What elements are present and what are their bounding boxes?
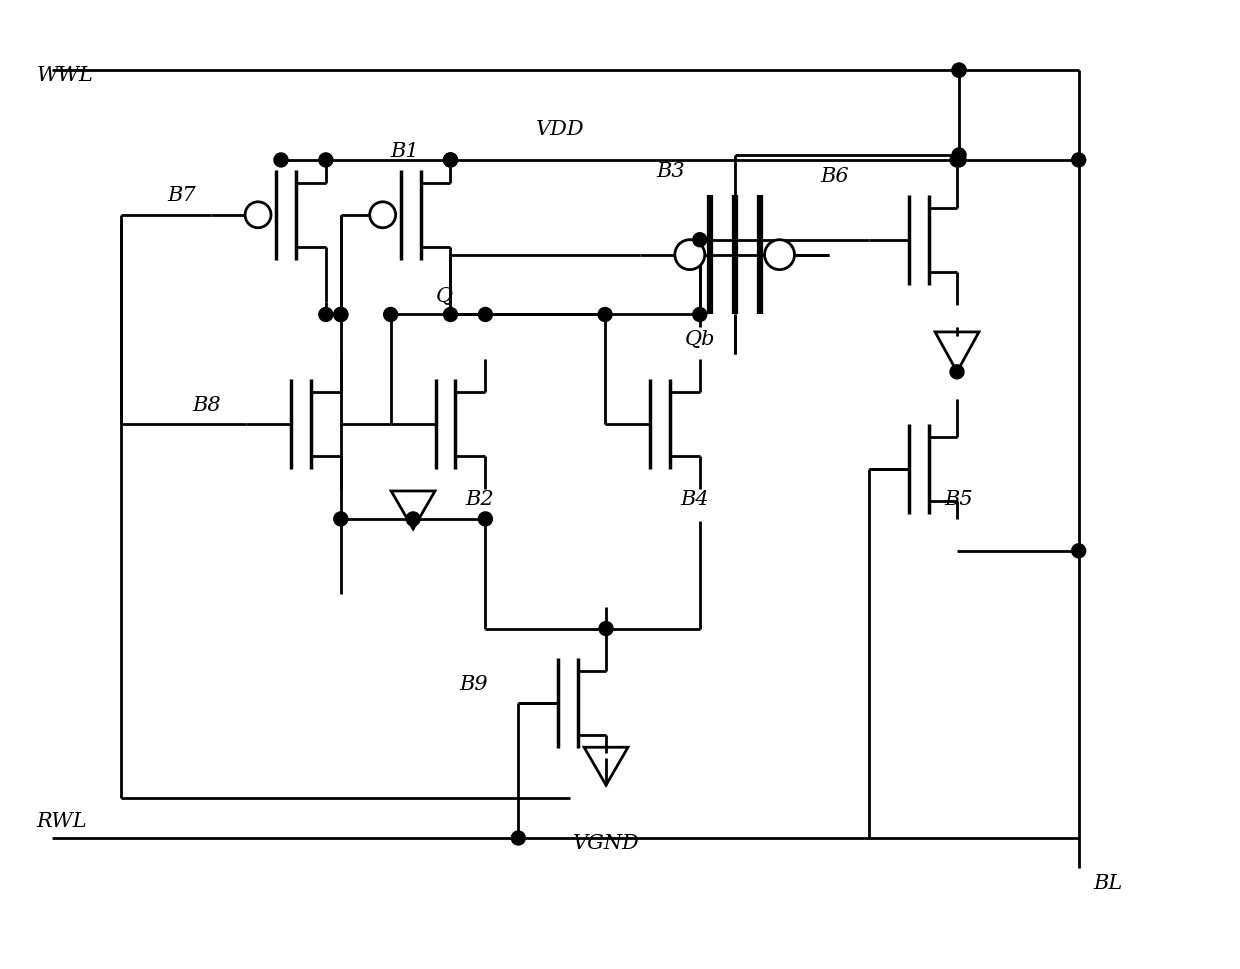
Text: B4: B4: [680, 489, 708, 509]
Circle shape: [319, 154, 332, 168]
Circle shape: [950, 365, 963, 380]
Text: B8: B8: [192, 395, 221, 415]
Circle shape: [246, 203, 272, 229]
Text: RWL: RWL: [37, 811, 87, 830]
Circle shape: [370, 203, 396, 229]
Circle shape: [274, 154, 288, 168]
Circle shape: [444, 154, 458, 168]
Text: B2: B2: [465, 489, 494, 509]
Text: Qb: Qb: [684, 330, 715, 349]
Circle shape: [952, 64, 966, 78]
Circle shape: [693, 308, 707, 322]
Text: B3: B3: [656, 162, 684, 180]
Circle shape: [1071, 154, 1086, 168]
Circle shape: [334, 308, 347, 322]
Text: VDD: VDD: [536, 120, 584, 139]
Text: B9: B9: [460, 674, 489, 693]
Text: Q: Q: [435, 286, 453, 305]
Circle shape: [479, 308, 492, 322]
Text: B6: B6: [821, 167, 849, 186]
Circle shape: [598, 308, 613, 322]
Circle shape: [511, 831, 526, 845]
Circle shape: [599, 622, 613, 636]
Circle shape: [765, 240, 795, 270]
Text: B1: B1: [391, 141, 419, 161]
Circle shape: [319, 308, 332, 322]
Circle shape: [950, 154, 963, 168]
Text: WWL: WWL: [37, 66, 93, 85]
Circle shape: [1071, 545, 1086, 558]
Circle shape: [383, 308, 398, 322]
Circle shape: [952, 64, 966, 78]
Text: VGND: VGND: [573, 833, 640, 852]
Circle shape: [444, 308, 458, 322]
Text: B5: B5: [944, 490, 972, 509]
Circle shape: [444, 154, 458, 168]
Circle shape: [407, 513, 420, 526]
Circle shape: [675, 240, 704, 270]
Text: BL: BL: [1094, 873, 1123, 892]
Circle shape: [952, 149, 966, 163]
Circle shape: [334, 513, 347, 526]
Circle shape: [693, 234, 707, 247]
Circle shape: [334, 308, 347, 322]
Circle shape: [479, 513, 492, 526]
Circle shape: [952, 154, 966, 168]
Text: B7: B7: [167, 186, 196, 205]
